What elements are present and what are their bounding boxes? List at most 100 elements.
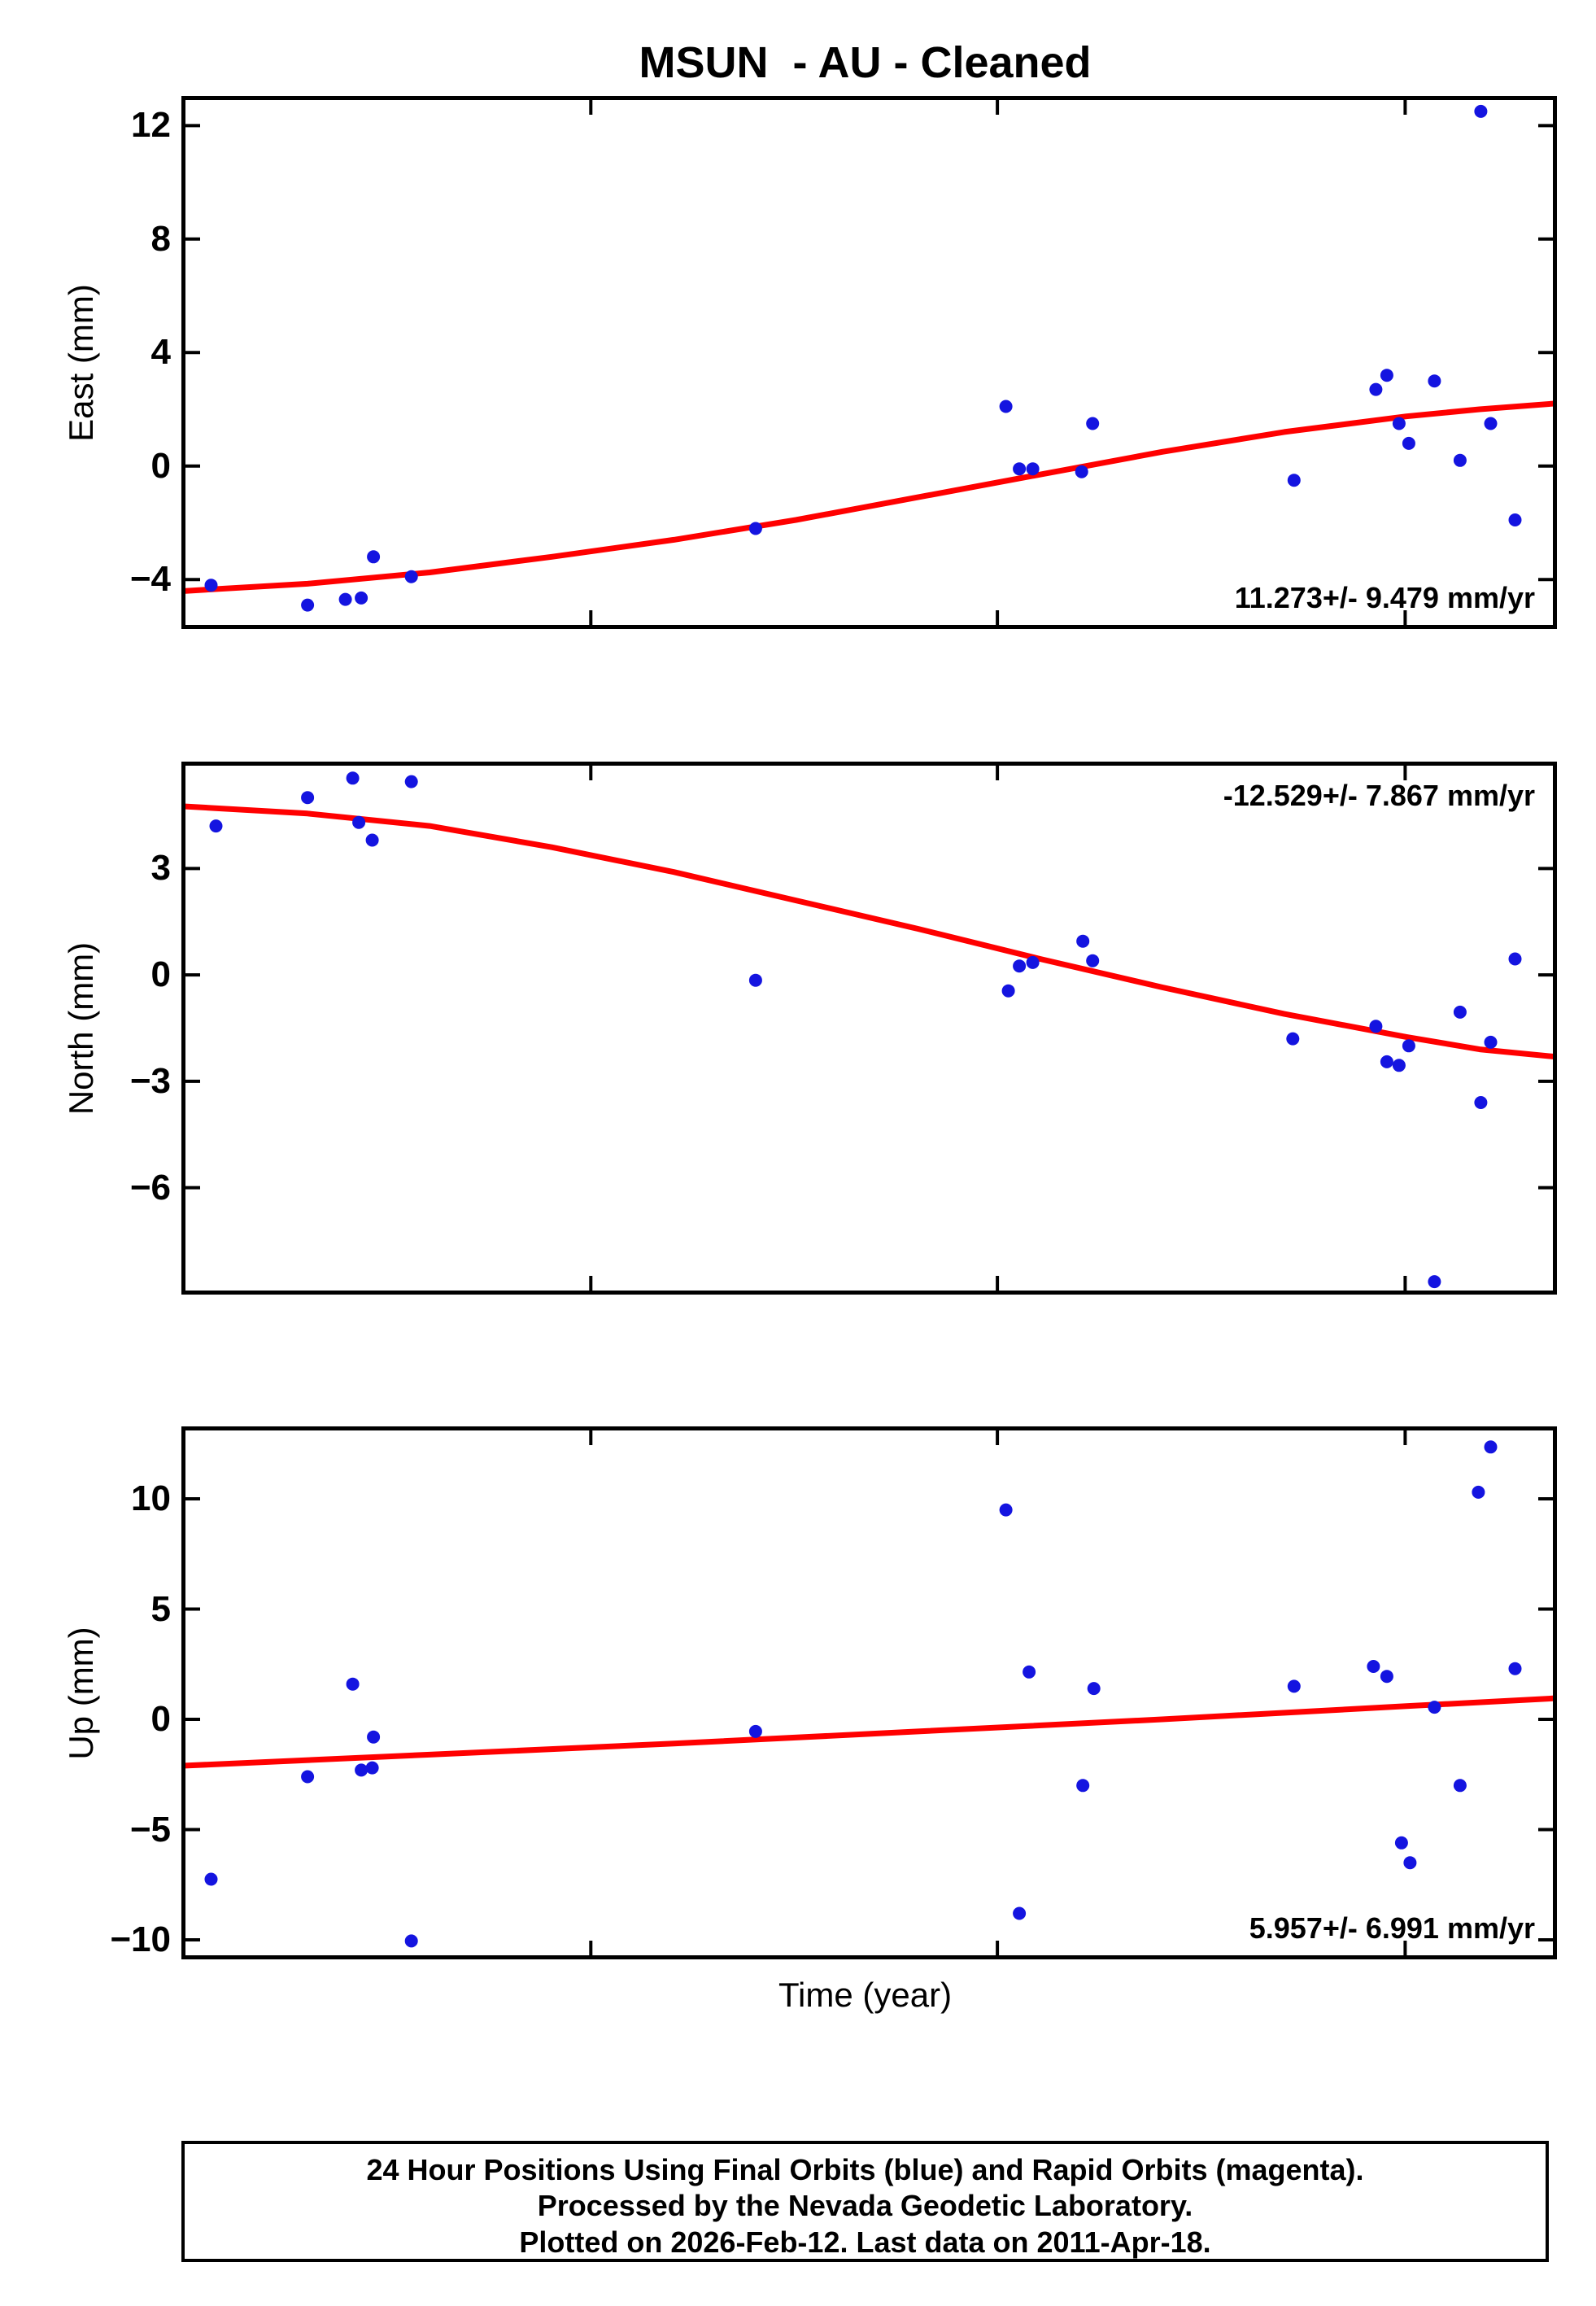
footer-line-processed: Processed by the Nevada Geodetic Laborat… xyxy=(537,2189,1193,2223)
x-axis-label: Time (year) xyxy=(778,1976,953,2014)
data-point xyxy=(209,819,223,833)
data-point xyxy=(1380,369,1393,382)
data-point xyxy=(1392,417,1406,430)
footer-line-orbits: 24 Hour Positions Using Final Orbits (bl… xyxy=(366,2153,1364,2186)
data-point xyxy=(1403,1856,1417,1870)
data-point xyxy=(1484,417,1498,430)
data-point xyxy=(1023,1665,1036,1679)
data-point xyxy=(1453,1005,1467,1019)
data-point xyxy=(301,1770,315,1784)
data-point xyxy=(404,570,418,583)
data-point xyxy=(367,550,381,564)
data-point xyxy=(1287,1679,1301,1693)
data-point xyxy=(1369,382,1383,396)
north-rate-annotation: -12.529+/- 7.867 mm/yr xyxy=(1223,779,1535,812)
footer-box: 24 Hour Positions Using Final Orbits (bl… xyxy=(181,2141,1549,2262)
data-point xyxy=(204,1872,218,1886)
data-point xyxy=(1428,1701,1441,1714)
data-point xyxy=(1474,104,1488,118)
data-point xyxy=(301,791,315,805)
data-point xyxy=(1013,959,1027,973)
data-point xyxy=(1287,474,1301,487)
data-point xyxy=(365,1761,379,1775)
data-point xyxy=(346,1677,360,1691)
data-point xyxy=(1013,1906,1027,1920)
data-point xyxy=(204,579,218,592)
data-point xyxy=(1086,954,1100,967)
data-point xyxy=(1087,1682,1101,1696)
footer-line-dates: Plotted on 2026-Feb-12. Last data on 201… xyxy=(519,2225,1211,2259)
data-point xyxy=(1402,1039,1415,1053)
y-tick-label: 0 xyxy=(150,445,171,486)
y-tick-label: −6 xyxy=(129,1167,171,1208)
tick-marks xyxy=(185,1430,1553,1955)
y-tick-label: 0 xyxy=(150,954,171,995)
east-panel: East (mm) 11.273+/- 9.479 mm/yr 12 8 4 0 −4 xyxy=(62,96,1557,629)
data-point xyxy=(1380,1670,1393,1684)
up-rate-annotation: 5.957+/- 6.991 mm/yr xyxy=(1249,1911,1535,1945)
trend-line xyxy=(185,1695,1553,1769)
data-point xyxy=(1402,436,1415,450)
data-point xyxy=(1392,1059,1406,1072)
data-point xyxy=(1428,1275,1441,1289)
data-point xyxy=(355,591,368,605)
y-tick-label: −3 xyxy=(129,1060,171,1101)
trend-line xyxy=(185,400,1553,594)
trend-line xyxy=(185,803,1553,1059)
data-point xyxy=(1484,1035,1498,1049)
plot-title: MSUN - AU - Cleaned xyxy=(639,38,1092,87)
up-axis-label: Up (mm) xyxy=(62,1626,100,1760)
data-point xyxy=(1075,465,1088,478)
data-point xyxy=(1367,1660,1380,1673)
y-tick-label: 0 xyxy=(150,1699,171,1740)
tick-marks xyxy=(185,766,1553,1291)
data-point xyxy=(1453,1779,1467,1793)
data-point xyxy=(338,592,352,606)
data-point xyxy=(1076,1779,1090,1793)
tick-marks xyxy=(185,100,1553,625)
up-panel: Up (mm) 5.957+/- 6.991 mm/yr 10 5 0 −5 −10 xyxy=(62,1426,1557,1959)
data-point xyxy=(346,771,360,785)
y-tick-label: 4 xyxy=(150,332,171,373)
data-point xyxy=(1026,462,1040,476)
y-tick-label: 10 xyxy=(131,1478,171,1518)
data-point xyxy=(1026,955,1040,969)
data-point xyxy=(1086,417,1100,430)
data-point xyxy=(1076,934,1090,948)
y-tick-label: 8 xyxy=(150,218,171,259)
y-tick-label: 12 xyxy=(131,105,171,146)
data-point xyxy=(1474,1096,1488,1109)
north-plot-area xyxy=(185,766,1553,1291)
y-tick-label: −5 xyxy=(129,1809,171,1850)
data-point xyxy=(1508,513,1522,526)
data-point xyxy=(1453,453,1467,467)
data-point xyxy=(1484,1440,1498,1454)
data-point xyxy=(1508,1662,1522,1675)
data-point xyxy=(404,775,418,788)
data-point xyxy=(404,1934,418,1948)
data-point xyxy=(352,815,366,829)
data-point xyxy=(1472,1485,1485,1499)
data-point xyxy=(355,1763,368,1777)
data-point xyxy=(365,833,379,847)
y-tick-label: −10 xyxy=(110,1919,171,1960)
data-point xyxy=(1380,1055,1393,1068)
y-tick-label: 5 xyxy=(150,1588,171,1629)
north-axis-label: North (mm) xyxy=(62,941,100,1115)
east-axis-label: East (mm) xyxy=(62,283,100,442)
east-plot-area xyxy=(185,100,1553,625)
data-point xyxy=(1013,462,1027,476)
data-point xyxy=(367,1730,381,1744)
data-point xyxy=(748,1724,762,1738)
data-point xyxy=(1508,952,1522,966)
y-tick-label: −4 xyxy=(129,559,171,600)
data-point xyxy=(748,522,762,535)
y-tick-label: 3 xyxy=(150,848,171,889)
data-point xyxy=(999,400,1013,413)
north-panel: North (mm) -12.529+/- 7.867 mm/yr 3 0 −3 −6 xyxy=(62,762,1557,1295)
data-point xyxy=(1001,984,1015,998)
east-rate-annotation: 11.273+/- 9.479 mm/yr xyxy=(1234,581,1535,614)
up-plot-area xyxy=(185,1430,1553,1955)
data-point xyxy=(1428,374,1441,388)
